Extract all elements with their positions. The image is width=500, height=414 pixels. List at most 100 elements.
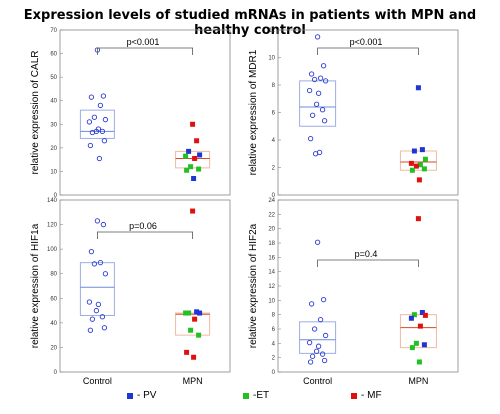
significance-bracket: [97, 231, 193, 239]
mpn-point-et: [409, 167, 415, 173]
mpn-point-mf: [190, 208, 196, 214]
mpn-point-pv: [421, 342, 427, 348]
mpn-point-mf: [192, 316, 198, 322]
x-tick-label: Control: [303, 376, 332, 386]
y-axis-label: relative expression of MDR1: [248, 49, 259, 175]
y-axis-label: relative expression of HIF1a: [30, 223, 41, 348]
plot-frame: [59, 199, 231, 373]
control-point: [321, 118, 328, 124]
y-tick-label: 0: [272, 370, 276, 376]
y-tick-label: 20: [50, 345, 57, 351]
control-point: [102, 271, 109, 277]
p-value-label: p<0.001: [127, 37, 160, 47]
y-tick-label: 0: [54, 193, 58, 199]
mpn-point-mf: [191, 354, 197, 360]
control-point: [99, 128, 106, 135]
y-tick-label: 24: [268, 198, 275, 204]
mpn-point-et: [183, 153, 189, 159]
x-tick-label: MPN: [408, 376, 428, 386]
y-tick-label: 80: [50, 272, 57, 278]
p-value-label: p<0.001: [350, 37, 383, 47]
y-tick-label: 8: [272, 83, 276, 89]
mpn-point-et: [409, 345, 415, 351]
y-axis-label: relative expression of HIF2a: [248, 223, 259, 348]
mpn-point-mf: [416, 177, 422, 183]
control-point: [87, 142, 94, 149]
mpn-point-et: [186, 310, 192, 316]
control-point: [86, 299, 93, 305]
mpn-point-et: [188, 164, 194, 170]
control-point: [314, 239, 321, 245]
y-tick-label: 2: [272, 356, 276, 362]
x-tick-label: MPN: [183, 376, 203, 386]
y-tick-label: 20: [268, 227, 275, 233]
control-point: [306, 87, 313, 94]
control-point: [309, 353, 316, 359]
mpn-box: [399, 150, 437, 171]
mpn-point-pv: [191, 176, 197, 181]
control-point: [307, 135, 314, 142]
y-tick-label: 4: [272, 138, 276, 144]
control-point: [100, 93, 107, 99]
control-point: [309, 112, 316, 118]
legend-item-et: -ET: [243, 390, 269, 401]
control-point: [102, 116, 109, 123]
control-point: [87, 327, 94, 333]
mpn-point-mf: [192, 155, 198, 161]
y-tick-label: 120: [47, 223, 58, 229]
y-tick-label: 2: [272, 166, 276, 172]
control-point: [322, 332, 329, 339]
mpn-point-mf: [408, 160, 414, 166]
control-point: [95, 301, 102, 308]
control-point: [91, 114, 98, 120]
mpn-point-et: [422, 156, 428, 162]
control-point: [320, 63, 327, 69]
y-tick-label: 12: [268, 28, 275, 34]
mpn-point-pv: [419, 310, 425, 316]
x-tick-label: Control: [83, 376, 112, 386]
control-point: [321, 357, 328, 364]
control-point: [99, 314, 106, 320]
y-tick-label: 20: [50, 146, 57, 152]
y-tick-label: 100: [47, 247, 58, 253]
control-point: [313, 348, 320, 354]
significance-bracket: [317, 259, 419, 267]
chart-panel-2: 0 2 4 6 8 10 12 relative expression of MDR1 p<0.…: [248, 28, 459, 199]
control-point: [96, 155, 103, 162]
control-point: [311, 326, 318, 332]
mpn-point-et: [196, 166, 202, 172]
mpn-point-mf: [422, 312, 428, 318]
mpn-box: [175, 312, 211, 336]
chart-panel-1: 0 10 20 30 40 50 60 70 relative expression of CA…: [30, 28, 231, 199]
y-tick-label: 40: [50, 321, 57, 327]
significance-bracket: [97, 47, 193, 55]
y-tick-label: 18: [268, 241, 275, 247]
mpn-point-pv: [411, 148, 417, 154]
significance-bracket: [317, 47, 419, 55]
mpn-point-et: [188, 327, 194, 333]
control-point: [101, 138, 108, 144]
legend: - PV -ET - MF: [0, 390, 500, 406]
p-value-label: p=0.06: [129, 221, 157, 231]
mpn-point-mf: [190, 121, 196, 127]
y-tick-label: 14: [268, 270, 275, 276]
y-tick-label: 22: [268, 212, 275, 218]
control-point: [317, 75, 324, 81]
control-point: [312, 151, 319, 157]
control-point: [308, 301, 315, 307]
control-point: [308, 71, 315, 77]
y-tick-label: 10: [50, 169, 57, 175]
legend-label-mf: - MF: [361, 390, 382, 401]
legend-label-et: -ET: [253, 390, 270, 401]
mpn-point-pv: [194, 309, 200, 315]
legend-item-pv: - PV: [127, 390, 156, 401]
control-point: [89, 316, 96, 322]
plot-frame: [59, 29, 231, 196]
y-tick-label: 10: [268, 298, 275, 304]
y-tick-label: 30: [50, 122, 57, 128]
control-point: [88, 248, 95, 255]
control-point: [93, 307, 100, 314]
y-tick-label: 0: [54, 370, 58, 376]
y-tick-label: 16: [268, 255, 275, 261]
